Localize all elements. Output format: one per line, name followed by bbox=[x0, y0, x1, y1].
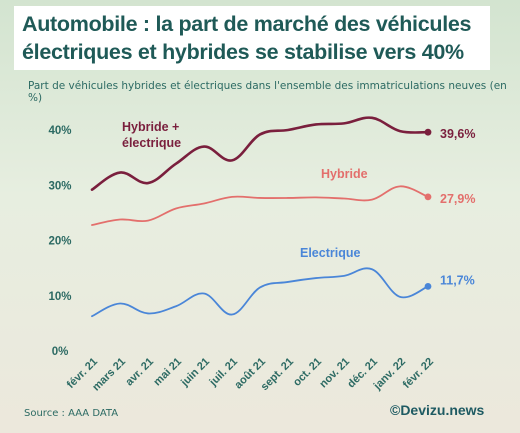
chart-title-line-1: Automobile : la part de marché des véhic… bbox=[22, 12, 472, 36]
source-note: Source : AAA DATA bbox=[24, 408, 119, 419]
series-name-label-hybride-electrique: électrique bbox=[122, 136, 181, 150]
chart-title-line-2: électriques et hybrides se stabilise ver… bbox=[22, 40, 464, 64]
series-name-label-hybride: Hybride bbox=[321, 167, 368, 181]
x-tick-label: févr. 22 bbox=[401, 356, 436, 391]
title-box: Automobile : la part de marché des véhic… bbox=[14, 6, 490, 70]
series-end-label-hybride-electrique: 39,6% bbox=[440, 127, 475, 141]
x-tick-label: nov. 21 bbox=[317, 356, 352, 391]
series-labels: 39,6% Hybride + électrique 27,9% Hybride 11,7… bbox=[122, 120, 475, 287]
x-tick-label: mai 21 bbox=[151, 356, 184, 389]
y-tick-label: 40% bbox=[48, 125, 71, 137]
series-name-label-hybride-electrique: Hybride + bbox=[122, 120, 179, 134]
y-tick-label: 20% bbox=[48, 236, 71, 248]
series-end-label-electrique: 11,7% bbox=[440, 273, 475, 287]
series-line-electrique bbox=[91, 267, 429, 318]
series-end-label-hybride: 27,9% bbox=[440, 192, 475, 206]
x-tick-label: avr. 21 bbox=[123, 356, 156, 389]
x-tick-label: juin 21 bbox=[178, 356, 212, 390]
y-tick-label: 30% bbox=[48, 180, 71, 192]
y-tick-label: 10% bbox=[48, 291, 71, 303]
credit-watermark: ©Devizu.news bbox=[390, 402, 485, 418]
series-line-hybride-electrique bbox=[90, 116, 430, 191]
chart-subtitle: Part de véhicules hybrides et électrique… bbox=[28, 80, 507, 104]
series-name-label-electrique: Electrique bbox=[300, 246, 360, 260]
series-endpoint-hybride bbox=[424, 193, 432, 201]
y-axis: 0% 10% 20% 30% 40% bbox=[48, 125, 71, 358]
series-lines bbox=[90, 116, 432, 318]
series-line-hybride bbox=[91, 185, 429, 226]
y-tick-label: 0% bbox=[52, 346, 69, 358]
series-endpoint-electrique bbox=[424, 282, 432, 290]
series-endpoint-hybride-electrique bbox=[424, 128, 432, 136]
